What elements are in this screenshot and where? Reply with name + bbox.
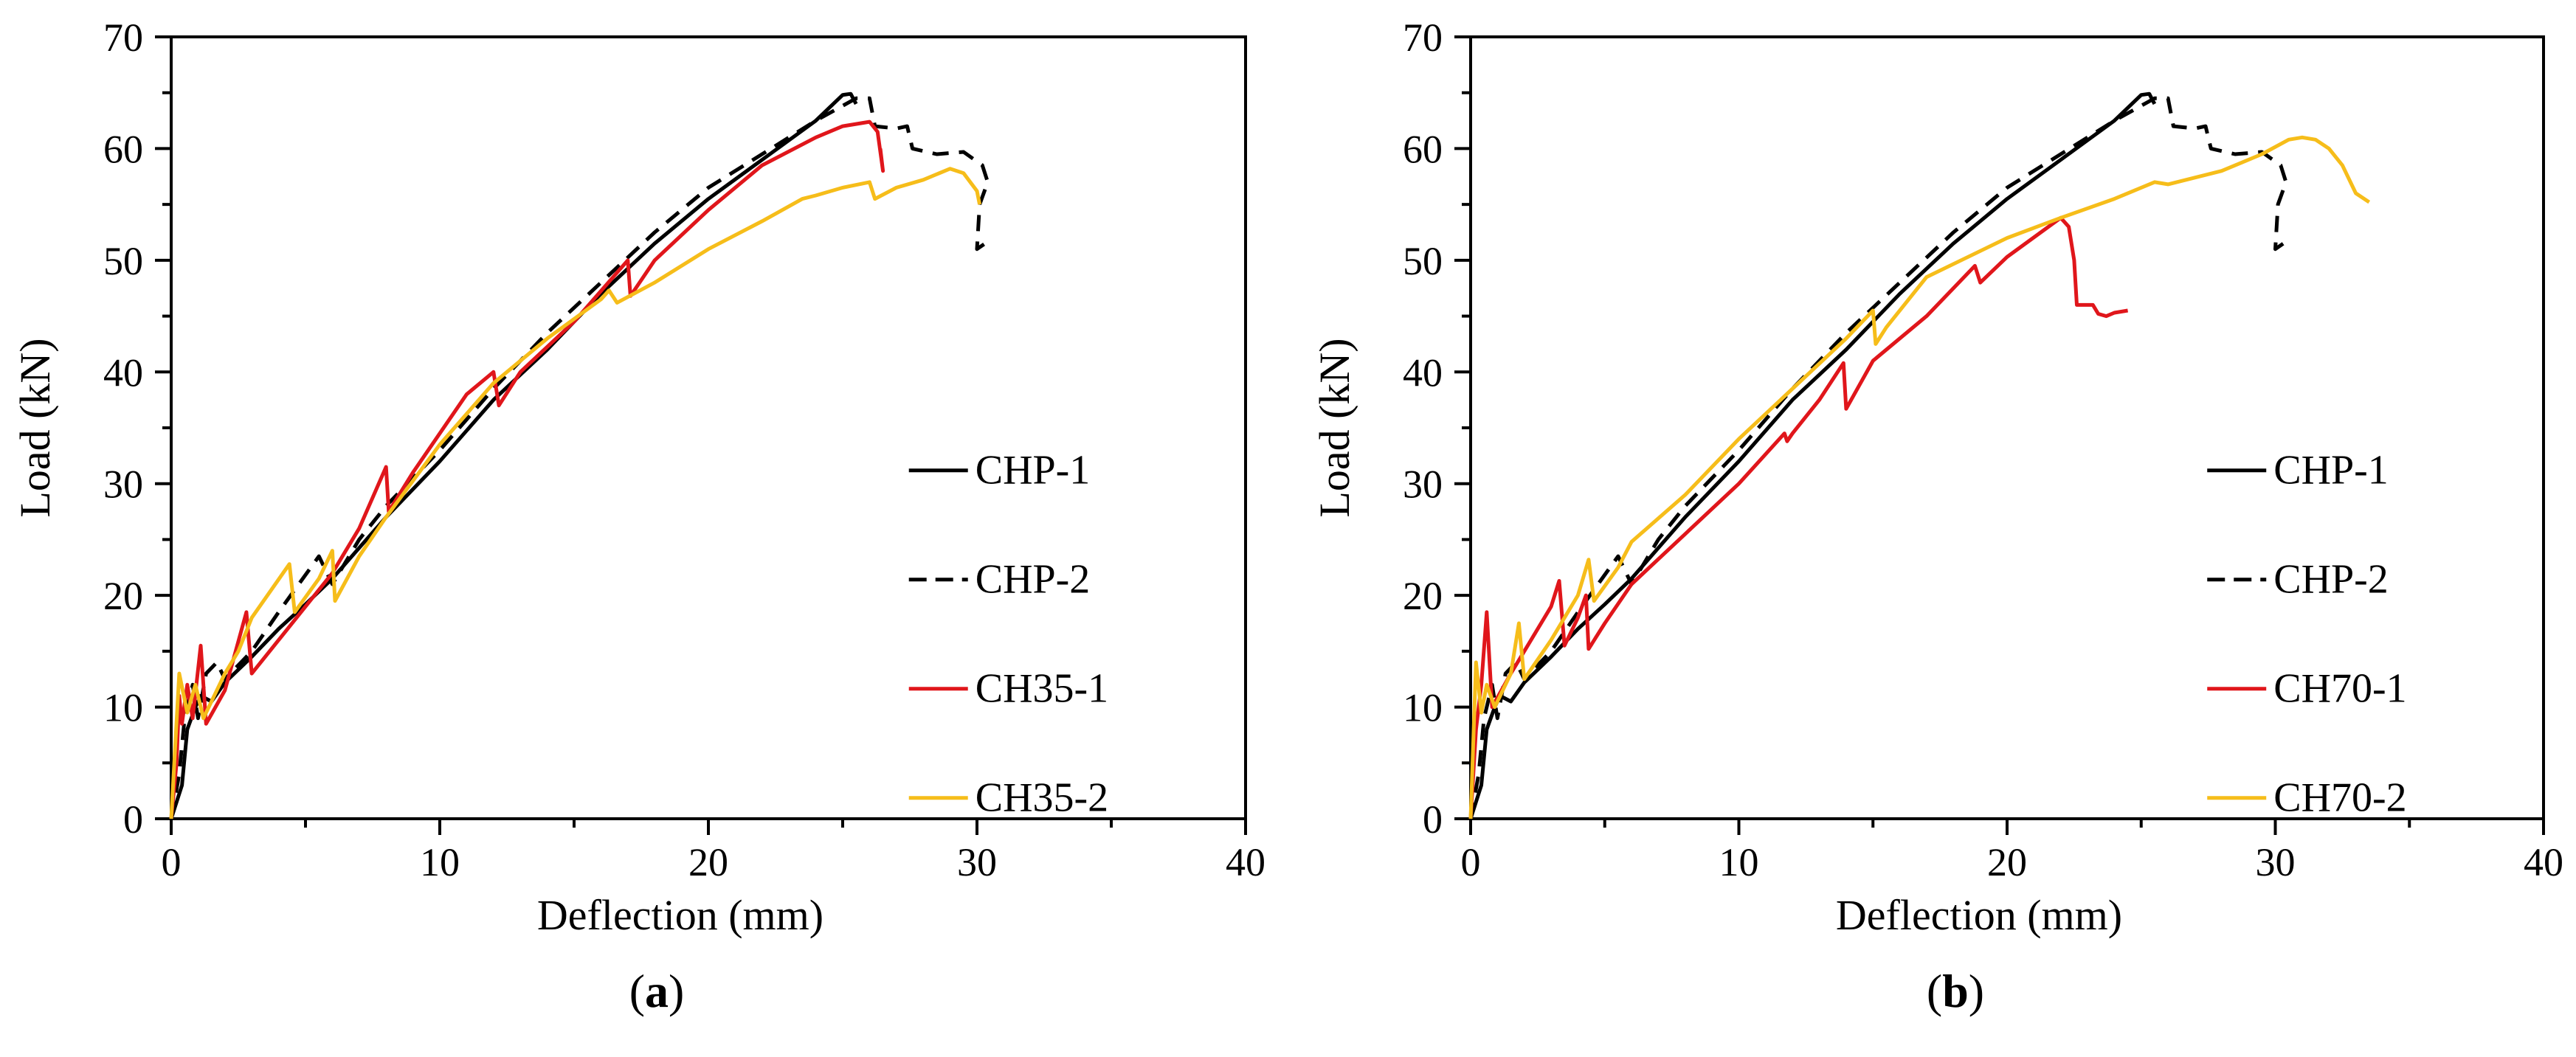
y-tick-label: 40 bbox=[103, 350, 143, 395]
x-axis-title: Deflection (mm) bbox=[537, 891, 823, 939]
legend: CHP-1 CHP-2 CH70-1 CH70-2 bbox=[2207, 448, 2407, 821]
panel-label-open: ( bbox=[1927, 965, 1942, 1017]
series-line-chp-2 bbox=[1468, 96, 2293, 819]
legend-label-chp-2: CHP-2 bbox=[2273, 557, 2389, 603]
y-tick-label: 70 bbox=[103, 15, 143, 60]
panel-label: (b) bbox=[1927, 965, 1984, 1017]
series-line-ch35-2 bbox=[169, 167, 982, 819]
y-tick-label: 40 bbox=[1403, 350, 1443, 395]
x-tick-label: 10 bbox=[420, 840, 460, 884]
legend-label-chp-1: CHP-1 bbox=[2273, 448, 2389, 493]
panel-label-close: ) bbox=[1969, 965, 1984, 1017]
panel-label: (a) bbox=[629, 965, 685, 1017]
y-tick-label: 50 bbox=[103, 239, 143, 283]
legend-label-ch70-2: CH70-2 bbox=[2273, 775, 2406, 821]
panel-letter: a bbox=[645, 965, 669, 1017]
y-tick-label: 0 bbox=[123, 797, 143, 842]
y-tick-label: 20 bbox=[103, 574, 143, 618]
legend-label-chp-2: CHP-2 bbox=[976, 557, 1091, 603]
panel-letter: b bbox=[1942, 965, 1969, 1017]
x-tick-label: 0 bbox=[1461, 840, 1481, 884]
legend-label-ch70-1: CH70-1 bbox=[2273, 666, 2406, 712]
series-line-chp-1 bbox=[1468, 91, 2157, 819]
y-tick-label: 10 bbox=[103, 686, 143, 730]
x-tick-label: 20 bbox=[1987, 840, 2027, 884]
y-tick-label: 30 bbox=[103, 462, 143, 507]
x-tick-label: 20 bbox=[688, 840, 728, 884]
series-line-chp-1 bbox=[169, 91, 858, 819]
x-axis-title: Deflection (mm) bbox=[1836, 891, 2122, 939]
y-axis-title: Load (kN) bbox=[11, 338, 59, 517]
legend-label-ch35-1: CH35-1 bbox=[976, 666, 1108, 712]
legend-label-ch35-2: CH35-2 bbox=[976, 775, 1108, 821]
x-tick-label: 40 bbox=[2524, 840, 2563, 884]
y-tick-label: 30 bbox=[1403, 462, 1443, 507]
y-tick-label: 60 bbox=[1403, 127, 1443, 171]
x-tick-label: 10 bbox=[1719, 840, 1759, 884]
x-tick-label: 0 bbox=[162, 840, 182, 884]
series-line-chp-2 bbox=[169, 96, 994, 819]
x-tick-label: 40 bbox=[1226, 840, 1265, 884]
y-tick-label: 20 bbox=[1403, 574, 1443, 618]
y-tick-label: 10 bbox=[1403, 686, 1443, 730]
y-axis-title: Load (kN) bbox=[1311, 338, 1358, 517]
panel-label-open: ( bbox=[629, 965, 645, 1017]
series-line-ch70-2 bbox=[1468, 135, 2371, 819]
legend: CHP-1 CHP-2 CH35-1 CH35-2 bbox=[908, 448, 1108, 821]
y-tick-label: 50 bbox=[1403, 239, 1443, 283]
legend-label-chp-1: CHP-1 bbox=[976, 448, 1091, 493]
y-tick-label: 70 bbox=[1403, 15, 1443, 60]
chart-panel-a: 0 10 20 30 40 0 10 20 30 40 50 60 70 Deflection (mm) L… bbox=[11, 15, 1265, 1017]
x-tick-label: 30 bbox=[2256, 840, 2296, 884]
panel-label-close: ) bbox=[669, 965, 684, 1017]
chart-panel-b: 0 10 20 30 40 0 10 20 30 40 50 60 70 Deflection (mm) L… bbox=[1311, 15, 2563, 1017]
series-line-ch35-1 bbox=[169, 119, 885, 819]
y-tick-label: 60 bbox=[103, 127, 143, 171]
series-line-ch70-1 bbox=[1468, 215, 2129, 819]
y-tick-label: 0 bbox=[1423, 797, 1443, 842]
x-tick-label: 30 bbox=[957, 840, 997, 884]
